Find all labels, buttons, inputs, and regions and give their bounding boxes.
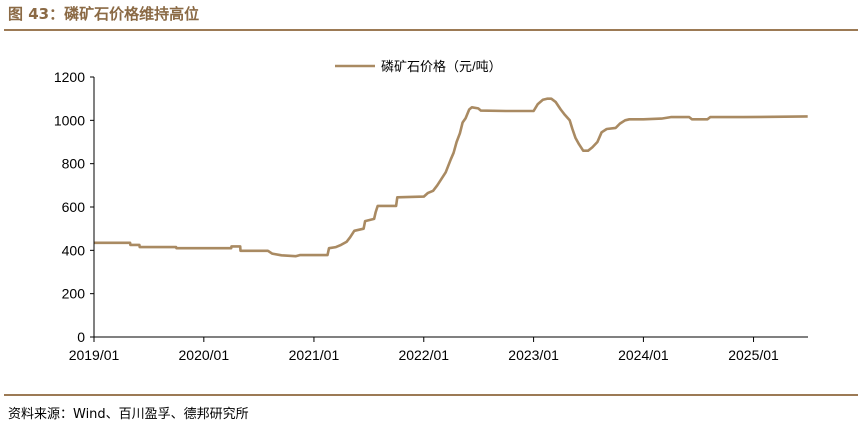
x-tick-label: 2021/01 (289, 347, 340, 363)
y-axis: 0 200 400 600 800 1000 1200 (54, 69, 95, 345)
series-line (94, 97, 808, 258)
x-tick-label: 2022/01 (398, 347, 449, 363)
x-tick-label: 2019/01 (69, 347, 120, 363)
y-tick-label: 800 (62, 156, 86, 172)
y-tick-label: 0 (77, 329, 85, 345)
plot-area (94, 97, 808, 258)
price-line-chart: 磷矿石价格（元/吨） 0 200 400 600 800 1000 1200 2019/01… (54, 59, 808, 363)
y-tick-label: 200 (62, 286, 86, 302)
x-tick-label: 2023/01 (508, 347, 559, 363)
y-tick-label: 1000 (54, 112, 85, 128)
top-rule (4, 29, 858, 31)
source-note: 资料来源：Wind、百川盈孚、德邦研究所 (8, 407, 249, 422)
y-tick-label: 1200 (54, 69, 85, 85)
bottom-rule (4, 394, 858, 396)
x-axis: 2019/01 2020/01 2021/01 2022/01 2023/01 2024/… (69, 336, 808, 363)
y-tick-label: 400 (62, 242, 86, 258)
figure-title: 图 43：磷矿石价格维持高位 (8, 5, 200, 23)
x-tick-label: 2024/01 (618, 347, 669, 363)
legend-label: 磷矿石价格（元/吨） (381, 59, 502, 74)
x-tick-label: 2025/01 (728, 347, 779, 363)
legend: 磷矿石价格（元/吨） (335, 59, 502, 74)
x-tick-label: 2020/01 (179, 347, 230, 363)
y-tick-label: 600 (62, 199, 86, 215)
